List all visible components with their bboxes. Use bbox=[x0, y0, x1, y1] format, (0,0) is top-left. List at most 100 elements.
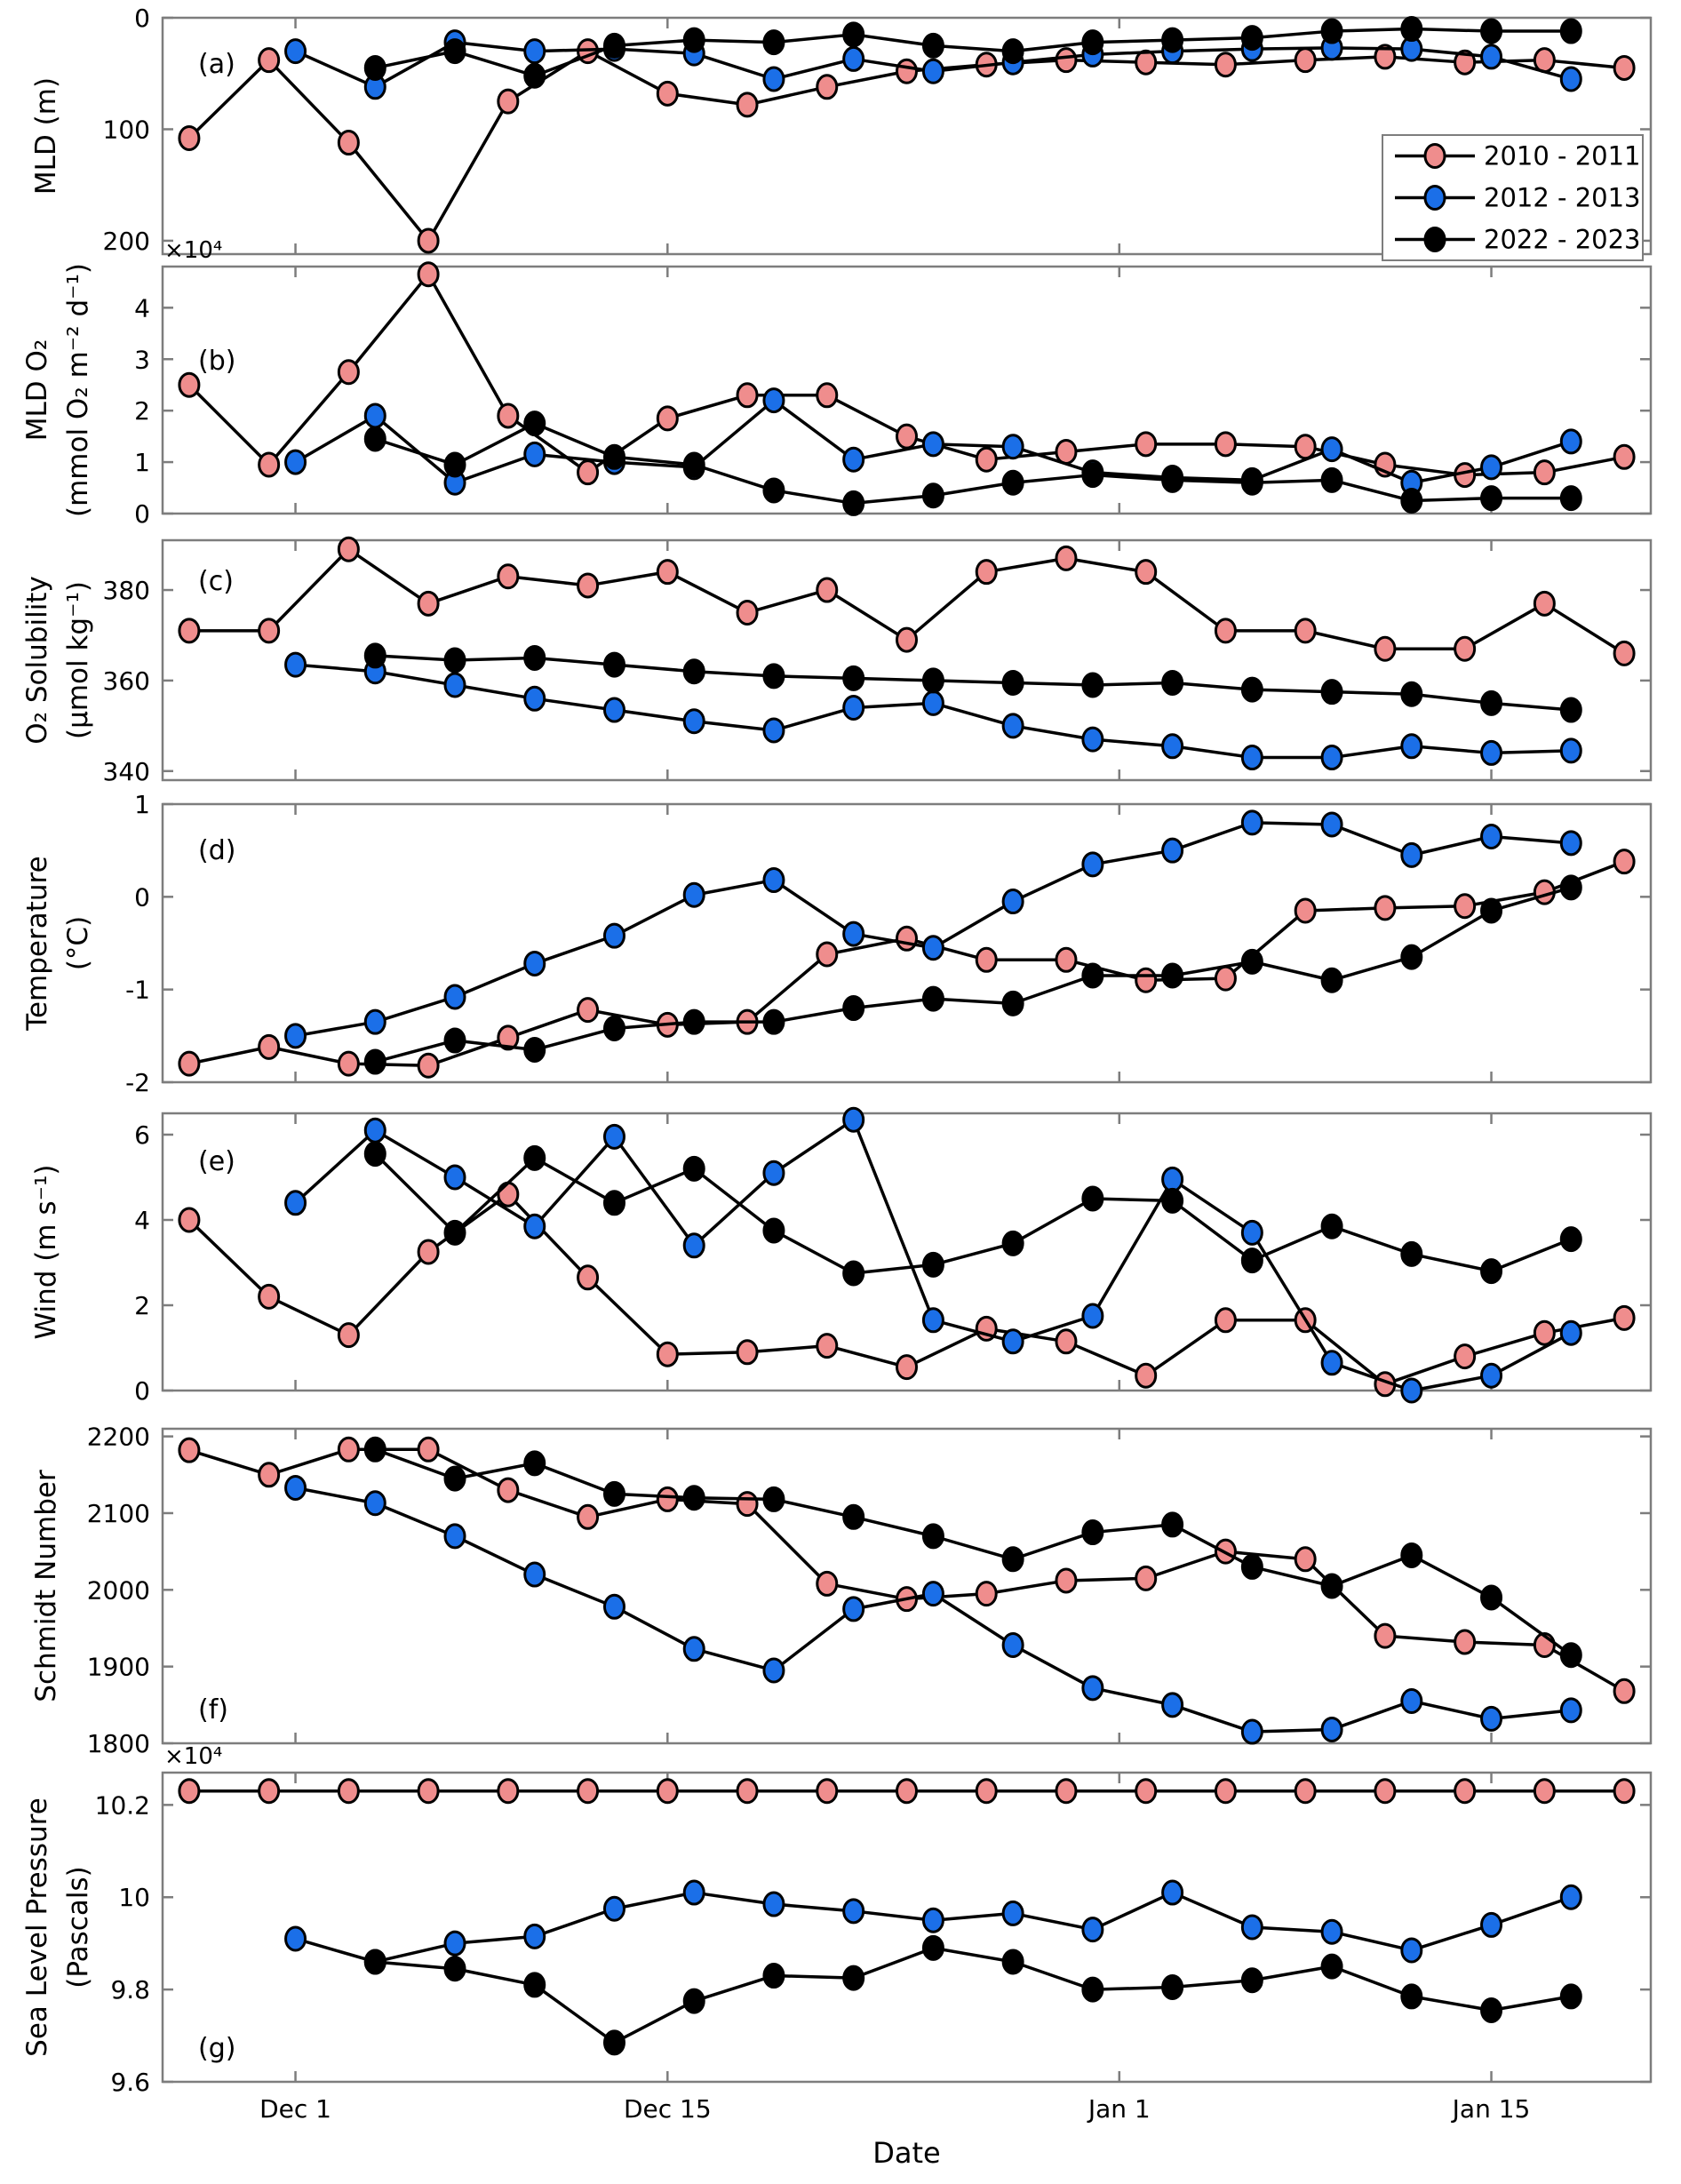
data-point bbox=[975, 446, 998, 473]
data-point bbox=[443, 1956, 466, 1982]
data-point bbox=[1480, 1362, 1503, 1389]
data-point bbox=[1374, 895, 1397, 921]
data-point bbox=[1294, 1778, 1317, 1805]
data-point bbox=[443, 984, 466, 1010]
data-point bbox=[1320, 811, 1343, 838]
data-point bbox=[602, 1190, 625, 1216]
data-point bbox=[842, 1898, 865, 1925]
data-point bbox=[1001, 469, 1024, 496]
data-point bbox=[443, 451, 466, 478]
data-point bbox=[1320, 1213, 1343, 1239]
panel-d-box bbox=[161, 802, 1653, 1084]
data-point bbox=[258, 47, 281, 74]
data-point bbox=[1135, 1362, 1158, 1389]
data-point bbox=[337, 1322, 360, 1349]
data-point bbox=[577, 1778, 600, 1805]
data-point bbox=[1559, 1697, 1582, 1724]
y-tick-label: 2000 bbox=[87, 1575, 150, 1605]
data-point bbox=[523, 1213, 546, 1239]
data-point bbox=[1081, 1185, 1104, 1212]
data-point bbox=[1613, 640, 1636, 666]
series-line-b bbox=[374, 421, 1572, 506]
panel-label-c: (c) bbox=[198, 566, 234, 597]
panel-e-box bbox=[161, 1112, 1653, 1392]
data-point bbox=[284, 1190, 307, 1216]
data-point bbox=[1400, 841, 1423, 868]
data-point bbox=[363, 1436, 386, 1463]
panel-f-box bbox=[161, 1427, 1653, 1745]
data-point bbox=[921, 482, 944, 509]
data-point bbox=[1320, 436, 1343, 463]
x-axis-title: Date bbox=[872, 2136, 941, 2170]
data-point bbox=[284, 1474, 307, 1501]
data-point bbox=[762, 867, 785, 894]
y-tick-label: 1 bbox=[134, 448, 150, 477]
data-point bbox=[523, 410, 546, 437]
data-point bbox=[577, 997, 600, 1024]
data-point bbox=[1613, 1304, 1636, 1331]
data-point bbox=[1294, 47, 1317, 74]
data-point bbox=[497, 1778, 520, 1805]
data-point bbox=[816, 382, 839, 409]
data-point bbox=[497, 1181, 520, 1208]
data-point bbox=[1613, 1678, 1636, 1704]
data-point bbox=[1533, 1778, 1556, 1805]
data-point bbox=[656, 80, 679, 107]
data-point bbox=[682, 1232, 705, 1259]
data-point bbox=[736, 382, 759, 409]
data-point bbox=[842, 1965, 865, 1991]
data-point bbox=[1480, 454, 1503, 481]
legend-label: 2012 - 2013 bbox=[1484, 183, 1641, 213]
data-point bbox=[1081, 672, 1104, 698]
y-tick-label: 10 bbox=[118, 1883, 150, 1912]
data-point bbox=[1214, 618, 1237, 644]
y-axis-label-b: MLD O₂ bbox=[21, 339, 53, 442]
data-point bbox=[258, 1283, 281, 1310]
data-point bbox=[1480, 1258, 1503, 1285]
y-tick-label: 360 bbox=[103, 666, 150, 696]
data-point bbox=[1480, 485, 1503, 512]
data-point bbox=[656, 1341, 679, 1367]
data-point bbox=[1320, 967, 1343, 993]
data-point bbox=[1400, 733, 1423, 760]
y-tick-label: 6 bbox=[134, 1120, 150, 1150]
data-point bbox=[656, 405, 679, 432]
data-point bbox=[1480, 689, 1503, 716]
data-point bbox=[523, 62, 546, 89]
data-point bbox=[337, 1778, 360, 1805]
series-line-c bbox=[375, 654, 1572, 712]
data-point bbox=[1400, 16, 1423, 43]
data-point bbox=[417, 227, 440, 254]
data-point bbox=[1400, 1688, 1423, 1715]
data-point bbox=[284, 651, 307, 678]
panel-g-box bbox=[161, 1771, 1653, 2084]
data-point bbox=[842, 1503, 865, 1530]
data-point bbox=[762, 717, 785, 744]
data-point bbox=[816, 74, 839, 100]
data-point bbox=[1320, 1953, 1343, 1980]
y-tick-label: 1800 bbox=[87, 1729, 150, 1758]
data-point bbox=[1161, 1511, 1184, 1538]
data-point bbox=[1559, 874, 1582, 901]
series-line-d bbox=[374, 886, 1572, 1064]
data-point bbox=[1001, 990, 1024, 1016]
data-point bbox=[1055, 1567, 1078, 1594]
data-point bbox=[1533, 459, 1556, 486]
data-point bbox=[682, 27, 705, 53]
y-tick-label: 1 bbox=[134, 790, 150, 819]
data-point bbox=[975, 1778, 998, 1805]
data-point bbox=[842, 21, 865, 48]
data-point bbox=[1559, 737, 1582, 764]
data-point bbox=[1320, 679, 1343, 705]
data-point bbox=[417, 1052, 440, 1079]
data-point bbox=[497, 88, 520, 115]
panel-c-box bbox=[161, 538, 1653, 782]
data-point bbox=[1613, 443, 1636, 470]
data-point bbox=[1320, 1918, 1343, 1945]
data-point bbox=[363, 1048, 386, 1075]
data-point bbox=[1400, 1542, 1423, 1568]
data-point bbox=[1161, 466, 1184, 493]
data-point bbox=[762, 66, 785, 92]
